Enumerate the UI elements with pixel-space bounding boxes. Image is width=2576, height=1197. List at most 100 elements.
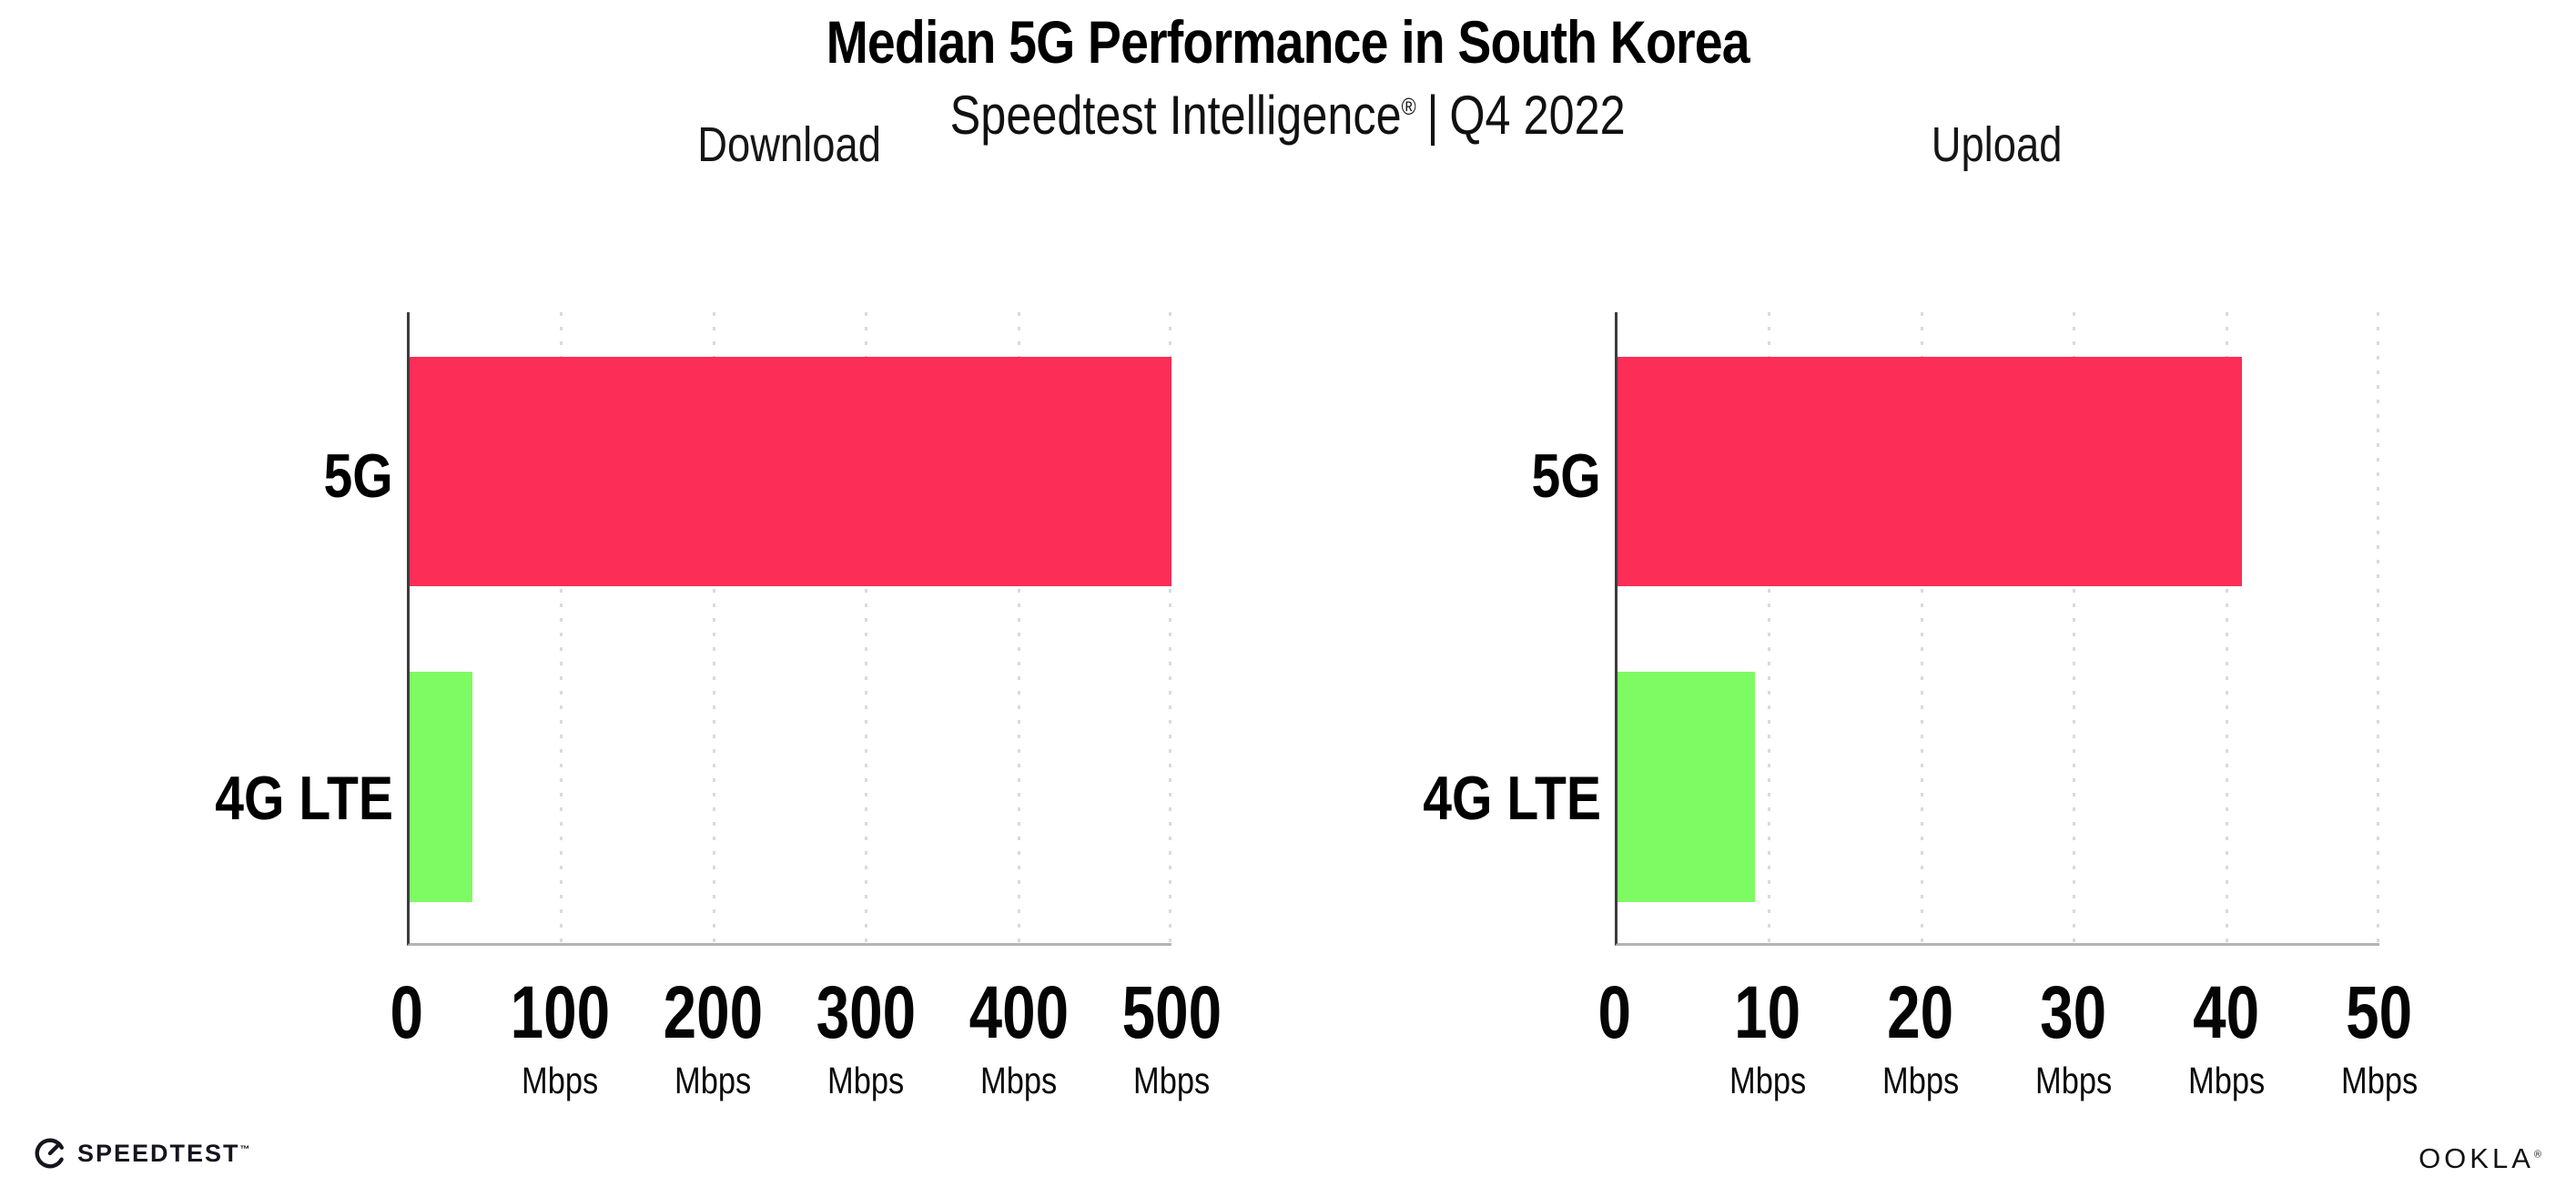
bar-row-5g — [410, 312, 1171, 628]
x-tick-number: 0 — [1496, 976, 1733, 1050]
x-tick-number: 400 — [900, 976, 1137, 1050]
gridline — [865, 312, 868, 943]
gridline — [1768, 312, 1771, 943]
bar-row-5g — [1618, 312, 2379, 628]
x-tick-unit: Mbps — [1802, 1060, 2039, 1102]
x-tick-unit-text: Mbps — [827, 1060, 905, 1101]
gridline — [1017, 312, 1020, 943]
x-tick: 30 Mbps — [1955, 976, 2192, 1102]
x-tick: 100 Mbps — [441, 976, 678, 1102]
download-chart-title-text: Download — [697, 117, 881, 172]
x-tick-number: 500 — [1053, 976, 1290, 1050]
page-title-text: Median 5G Performance in South Korea — [826, 8, 1750, 76]
x-tick-number: 40 — [2108, 976, 2345, 1050]
x-tick-value: 30 — [2040, 971, 2107, 1054]
x-tick-unit: Mbps — [594, 1060, 831, 1102]
y-axis-label-4g-lte: 4G LTE — [1314, 756, 1601, 840]
x-tick-number: 300 — [747, 976, 984, 1050]
x-tick-value: 20 — [1887, 971, 1954, 1054]
download-chart: Download 5G 4G LTE 0 100 Mbps 200 Mbps 3… — [215, 0, 1221, 1197]
x-tick: 50 Mbps — [2261, 976, 2498, 1102]
gridline — [1920, 312, 1923, 943]
x-tick-value: 300 — [816, 971, 916, 1054]
x-tick-value: 500 — [1121, 971, 1222, 1054]
x-tick-unit-text: Mbps — [1881, 1060, 1960, 1101]
x-tick-number: 50 — [2261, 976, 2498, 1050]
subtitle-brand: Speedtest Intelligence — [949, 85, 1402, 146]
y-axis-label-4g-lte-text: 4G LTE — [215, 764, 393, 833]
upload-plot-area — [1615, 312, 2379, 946]
registered-mark: ® — [2533, 1149, 2541, 1161]
gridline — [560, 312, 563, 943]
x-tick-unit-text: Mbps — [521, 1060, 599, 1101]
x-tick-unit: Mbps — [747, 1060, 984, 1102]
download-chart-title: Download — [407, 117, 1171, 173]
x-tick-unit: Mbps — [2108, 1060, 2345, 1102]
x-tick-value: 200 — [663, 971, 763, 1054]
upload-chart: Upload 5G 4G LTE 0 10 Mbps 20 Mbps 30 Mb… — [1423, 0, 2418, 1197]
x-tick: 40 Mbps — [2108, 976, 2345, 1102]
registered-mark: ® — [1401, 93, 1417, 120]
x-tick: 500 Mbps — [1053, 976, 1290, 1102]
subtitle-period: Q4 2022 — [1449, 85, 1627, 146]
y-axis-label-5g-text: 5G — [1531, 441, 1601, 511]
ookla-logo: OOKLA® — [2419, 1142, 2541, 1175]
y-axis-label-5g: 5G — [106, 434, 393, 518]
download-plot-area — [407, 312, 1171, 946]
x-tick-unit: Mbps — [1649, 1060, 1886, 1102]
gridline — [2073, 312, 2076, 943]
x-tick: 0 — [289, 976, 525, 1050]
ookla-wordmark: OOKLA® — [2419, 1142, 2541, 1175]
gridline — [712, 312, 715, 943]
x-tick-unit: Mbps — [441, 1060, 678, 1102]
x-tick-unit-text: Mbps — [674, 1060, 752, 1101]
x-tick-number: 30 — [1955, 976, 2192, 1050]
x-tick: 300 Mbps — [747, 976, 984, 1102]
subtitle-separator: | — [1426, 85, 1439, 146]
bar-row-4g-lte — [410, 628, 1171, 944]
x-tick-value: 10 — [1734, 971, 1801, 1054]
bar-5g-upload — [1618, 356, 2243, 587]
upload-chart-title: Upload — [1615, 117, 2379, 173]
x-tick-number: 20 — [1802, 976, 2039, 1050]
x-tick-number: 0 — [289, 976, 525, 1050]
y-axis-label-5g: 5G — [1314, 434, 1601, 518]
x-tick-unit: Mbps — [1053, 1060, 1290, 1102]
x-tick-unit-text: Mbps — [1729, 1060, 1807, 1101]
x-tick: 400 Mbps — [900, 976, 1137, 1102]
bar-4g-lte-upload — [1618, 672, 1755, 902]
x-tick-value: 400 — [969, 971, 1069, 1054]
bar-5g-download — [410, 356, 1171, 587]
gridline — [2225, 312, 2228, 943]
chart-header: Median 5G Performance in South Korea Spe… — [0, 0, 2576, 147]
x-tick-unit-text: Mbps — [979, 1060, 1058, 1101]
speedtest-gauge-icon — [33, 1136, 67, 1171]
x-tick: 0 — [1496, 976, 1733, 1050]
x-tick-unit-text: Mbps — [2034, 1060, 2113, 1101]
x-tick-unit: Mbps — [2261, 1060, 2498, 1102]
x-tick-value: 0 — [390, 971, 424, 1054]
x-tick-number: 10 — [1649, 976, 1886, 1050]
gridline — [1169, 312, 1171, 943]
x-tick-unit-text: Mbps — [1132, 1060, 1211, 1101]
x-tick: 200 Mbps — [594, 976, 831, 1102]
x-tick: 20 Mbps — [1802, 976, 2039, 1102]
subtitle-inner: Speedtest Intelligence® | Q4 2022 — [950, 84, 1626, 147]
page-title: Median 5G Performance in South Korea — [0, 7, 2576, 76]
x-tick-number: 200 — [594, 976, 831, 1050]
x-tick-unit-text: Mbps — [2187, 1060, 2266, 1101]
x-tick-number: 100 — [441, 976, 678, 1050]
speedtest-wordmark-text: SPEEDTEST — [77, 1139, 240, 1167]
upload-chart-title-text: Upload — [1932, 117, 2063, 172]
ookla-wordmark-text: OOKLA — [2419, 1142, 2534, 1174]
x-tick: 10 Mbps — [1649, 976, 1886, 1102]
y-axis-label-4g-lte: 4G LTE — [106, 756, 393, 840]
speedtest-logo: SPEEDTEST™ — [33, 1136, 250, 1171]
trademark-mark: ™ — [239, 1143, 250, 1155]
bar-row-4g-lte — [1618, 628, 2379, 944]
x-tick-value: 100 — [510, 971, 610, 1054]
gridline — [2377, 312, 2379, 943]
x-tick-value: 50 — [2346, 971, 2413, 1054]
x-tick-unit-text: Mbps — [2340, 1060, 2419, 1101]
bar-4g-lte-download — [410, 672, 472, 902]
